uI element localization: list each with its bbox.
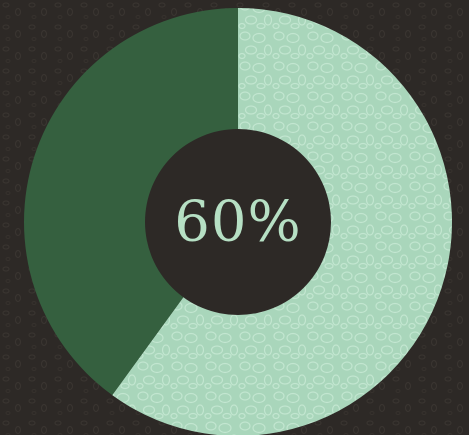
donut-hole — [145, 129, 331, 315]
center-percentage-label: 60% — [174, 190, 301, 255]
donut-slice-2 — [24, 8, 238, 396]
